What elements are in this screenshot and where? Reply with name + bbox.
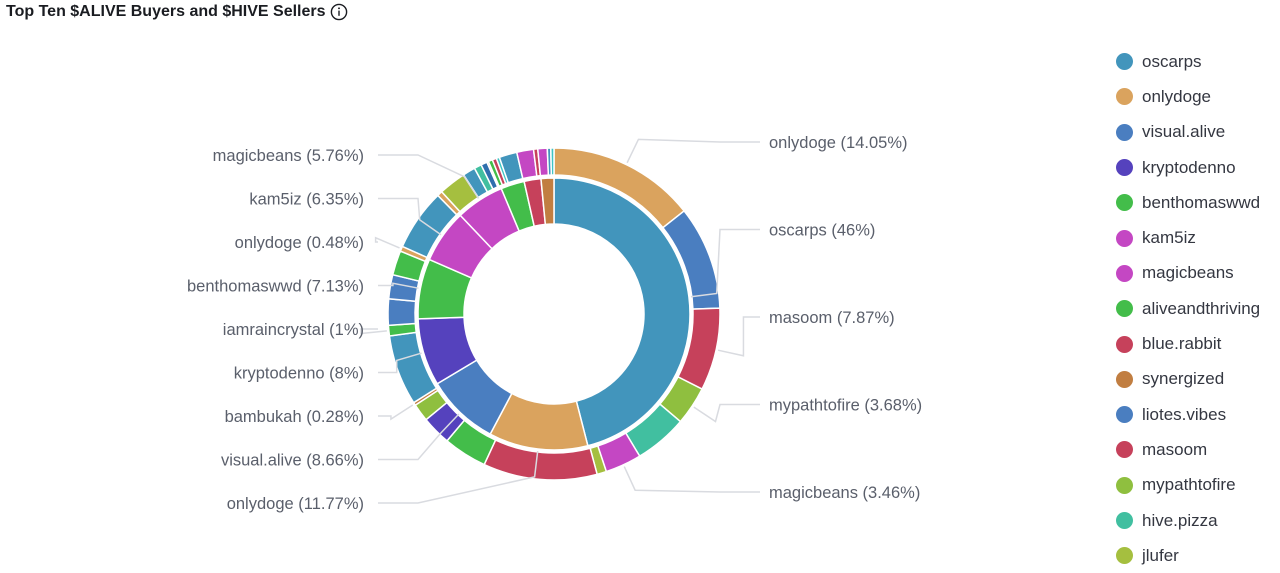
legend-swatch bbox=[1116, 370, 1133, 388]
legend-swatch bbox=[1116, 264, 1133, 282]
legend-swatch bbox=[1116, 547, 1133, 565]
legend-label: synergized bbox=[1142, 369, 1225, 389]
callout-label: benthomaswwd (7.13%) bbox=[187, 278, 364, 296]
legend-label: onlydoge bbox=[1142, 86, 1212, 106]
legend-item[interactable]: masoom bbox=[1112, 432, 1260, 467]
callout-label: iamraincrystal (1%) bbox=[223, 321, 364, 339]
legend-swatch bbox=[1116, 441, 1133, 459]
legend-label: jlufer bbox=[1142, 545, 1179, 565]
callout-label: magicbeans (3.46%) bbox=[769, 484, 920, 502]
legend-item[interactable]: aliveandthriving bbox=[1112, 291, 1260, 326]
legend-label: masoom bbox=[1142, 439, 1208, 459]
legend-label: mypathtofire bbox=[1142, 475, 1236, 495]
legend-swatch bbox=[1116, 512, 1133, 529]
callout-label: mypathtofire (3.68%) bbox=[769, 397, 922, 415]
callout-label: oscarps (46%) bbox=[769, 222, 875, 240]
callout-line bbox=[690, 228, 760, 298]
legend-swatch bbox=[1116, 159, 1133, 177]
chart-title: Top Ten $ALIVE Buyers and $HIVE Sellers bbox=[6, 3, 326, 20]
legend-swatch bbox=[1116, 229, 1133, 247]
legend-label: kam5iz bbox=[1142, 228, 1196, 248]
legend-item[interactable]: oscarps bbox=[1112, 44, 1260, 79]
outer-slice[interactable] bbox=[387, 297, 417, 327]
legend-label: oscarps bbox=[1142, 51, 1202, 71]
legend-item[interactable]: kam5iz bbox=[1112, 220, 1260, 255]
inner-slice[interactable] bbox=[553, 177, 691, 447]
callout-line bbox=[626, 138, 760, 164]
legend-label: blue.rabbit bbox=[1142, 334, 1222, 354]
callout-label: onlydoge (14.05%) bbox=[769, 134, 908, 152]
legend-item[interactable]: benthomaswwd bbox=[1112, 185, 1260, 220]
legend-swatch bbox=[1116, 406, 1133, 424]
legend-label: hive.pizza bbox=[1142, 510, 1218, 530]
legend-swatch bbox=[1116, 335, 1133, 353]
callout-line bbox=[623, 466, 760, 493]
callout-line bbox=[374, 236, 400, 249]
legend-label: aliveandthriving bbox=[1142, 298, 1261, 318]
callout-line bbox=[378, 154, 480, 199]
callout-label: masoom (7.87%) bbox=[769, 309, 895, 327]
callout-label: onlydoge (11.77%) bbox=[227, 495, 364, 513]
legend-label: kryptodenno bbox=[1142, 157, 1236, 177]
callout-label: bambukah (0.28%) bbox=[225, 408, 364, 426]
callout-line bbox=[717, 316, 760, 357]
legend-item[interactable]: visual.alive bbox=[1112, 115, 1260, 150]
callout-line bbox=[360, 328, 387, 335]
legend-item[interactable]: mypathtofire bbox=[1112, 468, 1260, 503]
chart-legend: oscarps onlydoge visual.alive kryptodenno be… bbox=[1112, 44, 1260, 573]
callout-label: visual.alive (8.66%) bbox=[221, 452, 364, 470]
legend-label: liotes.vibes bbox=[1142, 404, 1227, 424]
callout-label: magicbeans (5.76%) bbox=[213, 147, 364, 165]
donut-chart: magicbeans (5.76%) kam5iz (6.35%) onlydoge… bbox=[187, 134, 922, 513]
legend-swatch bbox=[1116, 194, 1133, 212]
callout-line bbox=[378, 404, 414, 421]
legend-swatch bbox=[1116, 123, 1133, 141]
callout-label: kam5iz (6.35%) bbox=[249, 191, 364, 209]
callout-label: kryptodenno (8%) bbox=[234, 365, 364, 383]
legend-swatch bbox=[1116, 476, 1133, 494]
legend-item[interactable]: onlydoge bbox=[1112, 79, 1260, 114]
legend-item[interactable]: blue.rabbit bbox=[1112, 326, 1260, 361]
callout-line bbox=[693, 403, 760, 423]
callout-line bbox=[378, 450, 539, 504]
legend-item[interactable]: liotes.vibes bbox=[1112, 397, 1260, 432]
legend-item[interactable]: magicbeans bbox=[1112, 256, 1260, 291]
legend-label: benthomaswwd bbox=[1142, 192, 1261, 212]
legend-swatch bbox=[1116, 53, 1133, 71]
callout-line bbox=[378, 352, 422, 374]
legend-label: magicbeans bbox=[1142, 263, 1234, 283]
callout-label: onlydoge (0.48%) bbox=[235, 234, 364, 252]
info-circle-icon[interactable] bbox=[330, 3, 348, 21]
legend-item[interactable]: hive.pizza bbox=[1112, 503, 1260, 538]
legend-item[interactable]: kryptodenno bbox=[1112, 150, 1260, 185]
legend-item[interactable]: jlufer bbox=[1112, 538, 1260, 573]
callout-line bbox=[378, 413, 460, 461]
callout-line bbox=[378, 282, 419, 289]
callout-line bbox=[378, 197, 442, 236]
inner-slice[interactable] bbox=[540, 177, 555, 226]
legend-swatch bbox=[1116, 300, 1133, 318]
legend-swatch bbox=[1116, 88, 1133, 106]
chart-header: Top Ten $ALIVE Buyers and $HIVE Sellers bbox=[6, 3, 348, 21]
outer-slice[interactable] bbox=[550, 147, 555, 176]
legend-item[interactable]: synergized bbox=[1112, 362, 1260, 397]
legend-label: visual.alive bbox=[1142, 122, 1226, 142]
